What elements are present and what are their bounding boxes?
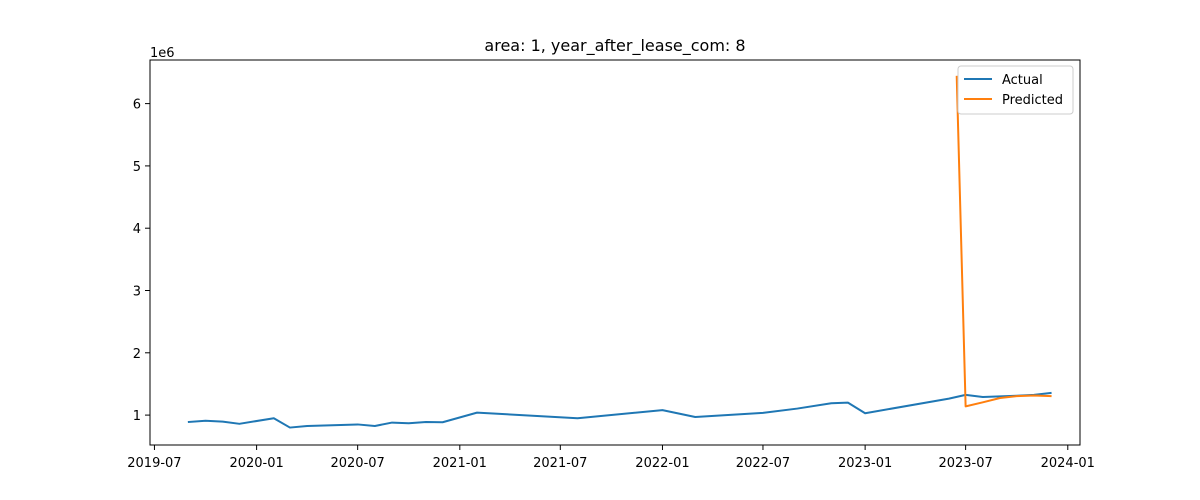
x-tick-label: 2024-01 — [1041, 456, 1095, 471]
x-tick-label: 2022-01 — [635, 456, 689, 471]
x-tick-label: 2022-07 — [736, 456, 790, 471]
x-tick-label: 2020-01 — [229, 456, 283, 471]
legend-label: Actual — [1002, 73, 1043, 88]
chart-title: area: 1, year_after_lease_com: 8 — [484, 36, 745, 56]
plot-frame — [149, 59, 1081, 446]
y-tick-label: 5 — [133, 160, 141, 175]
legend: Actual Predicted — [957, 65, 1074, 115]
x-tick-label: 2023-07 — [938, 456, 992, 471]
x-tick-label: 2021-07 — [533, 456, 587, 471]
y-tick-label: 6 — [133, 98, 141, 113]
axes-layer: 2019-07 2020-01 2020-07 2021-01 2021-07 2022-… — [127, 98, 1095, 471]
y-tick-label: 1 — [133, 409, 141, 424]
y-tick-label: 4 — [133, 222, 141, 237]
x-tick-label: 2020-07 — [330, 456, 384, 471]
x-tick-label: 2021-01 — [433, 456, 487, 471]
x-tick-label: 2019-07 — [127, 456, 181, 471]
legend-label: Predicted — [1002, 93, 1063, 108]
series-line-predicted — [955, 75, 1052, 408]
x-tick-label: 2023-01 — [838, 456, 892, 471]
y-tick-label: 2 — [133, 347, 141, 362]
y-axis-offset-label: 1e6 — [150, 46, 175, 61]
series-layer — [187, 75, 1052, 429]
y-tick-label: 3 — [133, 285, 141, 300]
series-line-actual — [187, 391, 1052, 429]
